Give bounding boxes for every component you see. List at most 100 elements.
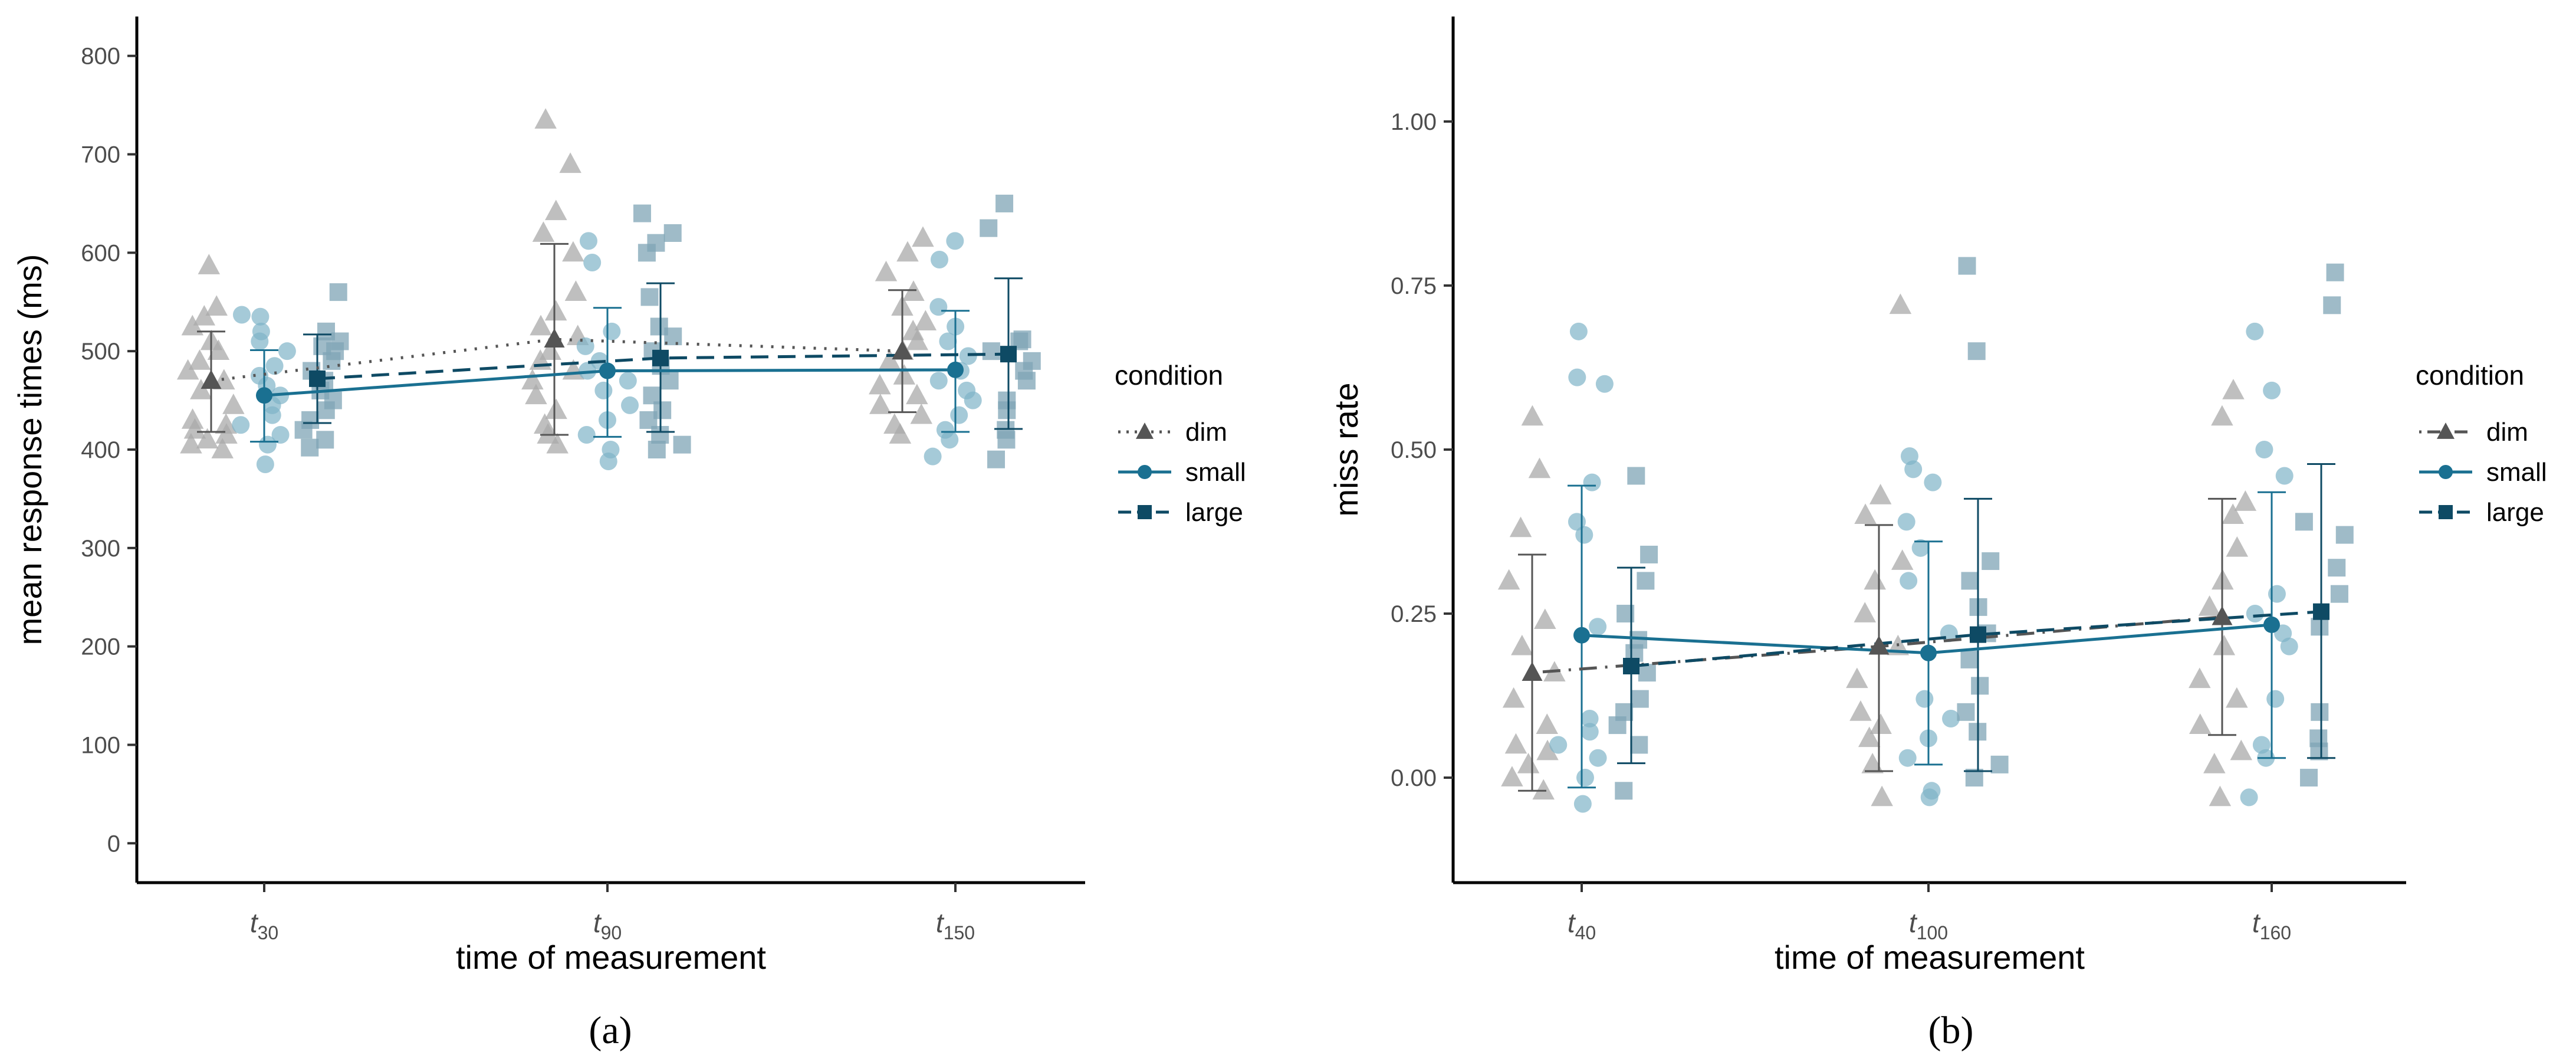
panel-b-miss-rate: 0.00 0.25 0.50 0.75 1.00 t40 t100 t160 time of m…	[1328, 17, 2547, 1052]
large-data-point	[301, 411, 320, 429]
small-data-point	[251, 307, 270, 326]
legend-dim-label: dim	[1185, 418, 1227, 447]
dim-data-point	[193, 304, 216, 326]
large-data-point	[1960, 650, 1979, 668]
small-data-point	[1568, 513, 1586, 531]
dim-data-point	[1534, 608, 1556, 630]
small-data-point	[1915, 690, 1934, 708]
panel-label: (b)	[1928, 1009, 1974, 1052]
large-data-point	[2335, 526, 2354, 544]
dim-data-point	[875, 260, 898, 281]
large-data-point	[2311, 703, 2329, 721]
dim-data-point	[2226, 536, 2249, 557]
dim-data-point	[534, 108, 557, 129]
y-tick-label: 0.25	[1391, 601, 1437, 627]
large-data-point	[313, 337, 331, 355]
large-data-point	[640, 288, 659, 306]
small-data-point	[950, 406, 968, 424]
small-data-point	[930, 251, 948, 269]
dim-data-point	[530, 314, 552, 336]
legend-dim-label: dim	[2486, 418, 2528, 447]
small-data-point	[2252, 736, 2271, 754]
large-data-point	[1971, 677, 1989, 695]
large-data-point	[2328, 559, 2346, 577]
large-data-point	[2330, 585, 2348, 603]
dim-data-point	[1536, 739, 1559, 761]
dim-data-point	[1871, 785, 1893, 807]
large-data-point	[1631, 690, 1649, 708]
legend-large-label: large	[1185, 498, 1243, 527]
dim-data-point	[906, 384, 928, 405]
y-tick-label: 700	[81, 142, 120, 168]
small-mean-marker	[1920, 644, 1937, 661]
small-data-point	[2246, 605, 2264, 623]
small-data-point	[621, 396, 639, 414]
small-data-point	[256, 455, 274, 474]
legend-large-marker	[1138, 505, 1152, 519]
dim-data-point	[869, 373, 891, 395]
small-data-point	[1900, 572, 1918, 590]
large-data-point	[980, 219, 998, 237]
small-data-point	[232, 416, 250, 434]
x-axis-title: time of measurement	[1775, 939, 2085, 976]
small-mean-marker	[256, 387, 272, 404]
small-mean-marker	[1573, 627, 1590, 644]
dim-mean-marker	[544, 328, 565, 348]
large-mean-marker	[1623, 658, 1639, 674]
dim-data-point	[1509, 516, 1532, 537]
dim-mean-marker	[1522, 661, 1543, 681]
large-data-point	[2309, 729, 2328, 748]
large-data-point	[1958, 257, 1976, 275]
dim-data-point	[2203, 753, 2226, 773]
small-mean-marker	[2263, 616, 2280, 633]
large-mean-line	[1631, 610, 2322, 668]
small-data-point	[1898, 749, 1917, 767]
small-data-point	[939, 332, 957, 350]
large-data-point	[982, 342, 1000, 360]
dim-data-point	[883, 413, 906, 434]
dim-mean-marker	[1868, 635, 1890, 655]
large-data-point	[643, 386, 661, 405]
small-data-point	[1923, 782, 1941, 800]
small-data-point	[583, 254, 602, 272]
y-tick-label: 500	[81, 339, 120, 365]
small-data-point	[1549, 736, 1568, 754]
large-data-point	[1640, 545, 1658, 563]
dim-data-point	[1869, 713, 1892, 734]
small-data-point	[271, 425, 290, 444]
large-data-point	[329, 283, 347, 301]
small-data-point	[929, 298, 948, 316]
large-data-point	[2323, 296, 2341, 314]
dim-data-point	[2230, 739, 2253, 761]
dim-data-point	[2213, 634, 2236, 655]
small-data-point	[252, 322, 270, 340]
dim-data-point	[1889, 293, 1912, 314]
dim-data-point	[910, 403, 933, 424]
dim-mean-marker	[892, 340, 913, 360]
large-data-point	[2295, 513, 2313, 531]
dim-data-point	[559, 152, 581, 173]
dim-data-point	[2198, 595, 2221, 616]
legend-large-marker	[2439, 505, 2453, 519]
legend-small-marker	[1138, 465, 1152, 479]
legend-small-label: small	[2486, 458, 2547, 487]
small-data-point	[594, 381, 613, 399]
dim-data-point	[539, 339, 561, 360]
small-data-point	[2240, 788, 2258, 807]
legend-title: condition	[2416, 360, 2524, 391]
large-data-point	[673, 435, 691, 454]
small-data-point	[1900, 447, 1918, 466]
small-data-point	[1583, 473, 1601, 491]
small-data-point	[2268, 585, 2286, 603]
small-data-point	[936, 421, 954, 439]
y-axis-title: mean response times (ms)	[11, 254, 48, 645]
dim-data-point	[2222, 503, 2244, 525]
x-tick-label: t160	[2252, 907, 2291, 943]
dim-data-point	[1864, 569, 1886, 590]
small-data-point	[265, 357, 284, 375]
y-tick-label: 100	[81, 732, 120, 758]
dim-data-point	[869, 394, 892, 414]
large-data-point	[317, 322, 335, 340]
small-data-point	[1942, 709, 1960, 727]
large-data-point	[1627, 467, 1645, 485]
